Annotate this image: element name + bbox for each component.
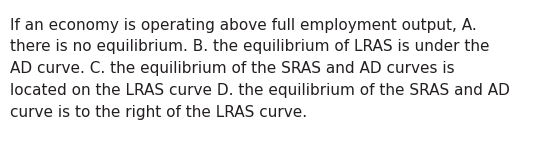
- Text: If an economy is operating above full employment output, A.
there is no equilibr: If an economy is operating above full em…: [10, 18, 510, 120]
